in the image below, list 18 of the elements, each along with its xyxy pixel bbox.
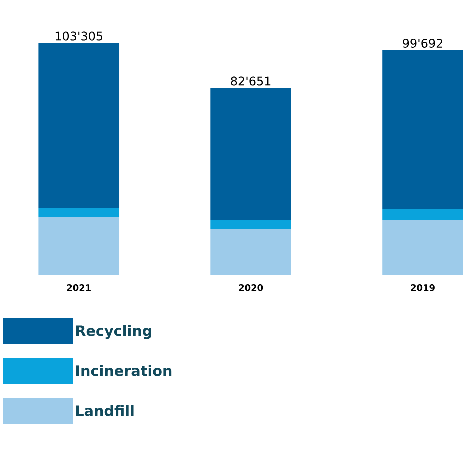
bar [38,208,120,217]
legend-label: Landfill [76,405,134,416]
bar [210,220,292,230]
x-tick-label: 2020 [239,284,264,292]
bar [38,217,120,275]
x-tick-label: 2021 [67,284,91,292]
bar [210,229,292,275]
bar [210,88,292,220]
annotation: 103'305 [56,32,103,41]
bar [382,209,464,220]
legend-label: Recycling [76,325,152,340]
annotation: 99'692 [403,38,442,48]
x-tick-label: 2019 [411,284,435,292]
bar [382,220,464,275]
bar [382,50,464,210]
legend-label: Incineration [76,365,172,376]
bar [38,43,120,208]
annotation: 82'651 [231,76,271,86]
